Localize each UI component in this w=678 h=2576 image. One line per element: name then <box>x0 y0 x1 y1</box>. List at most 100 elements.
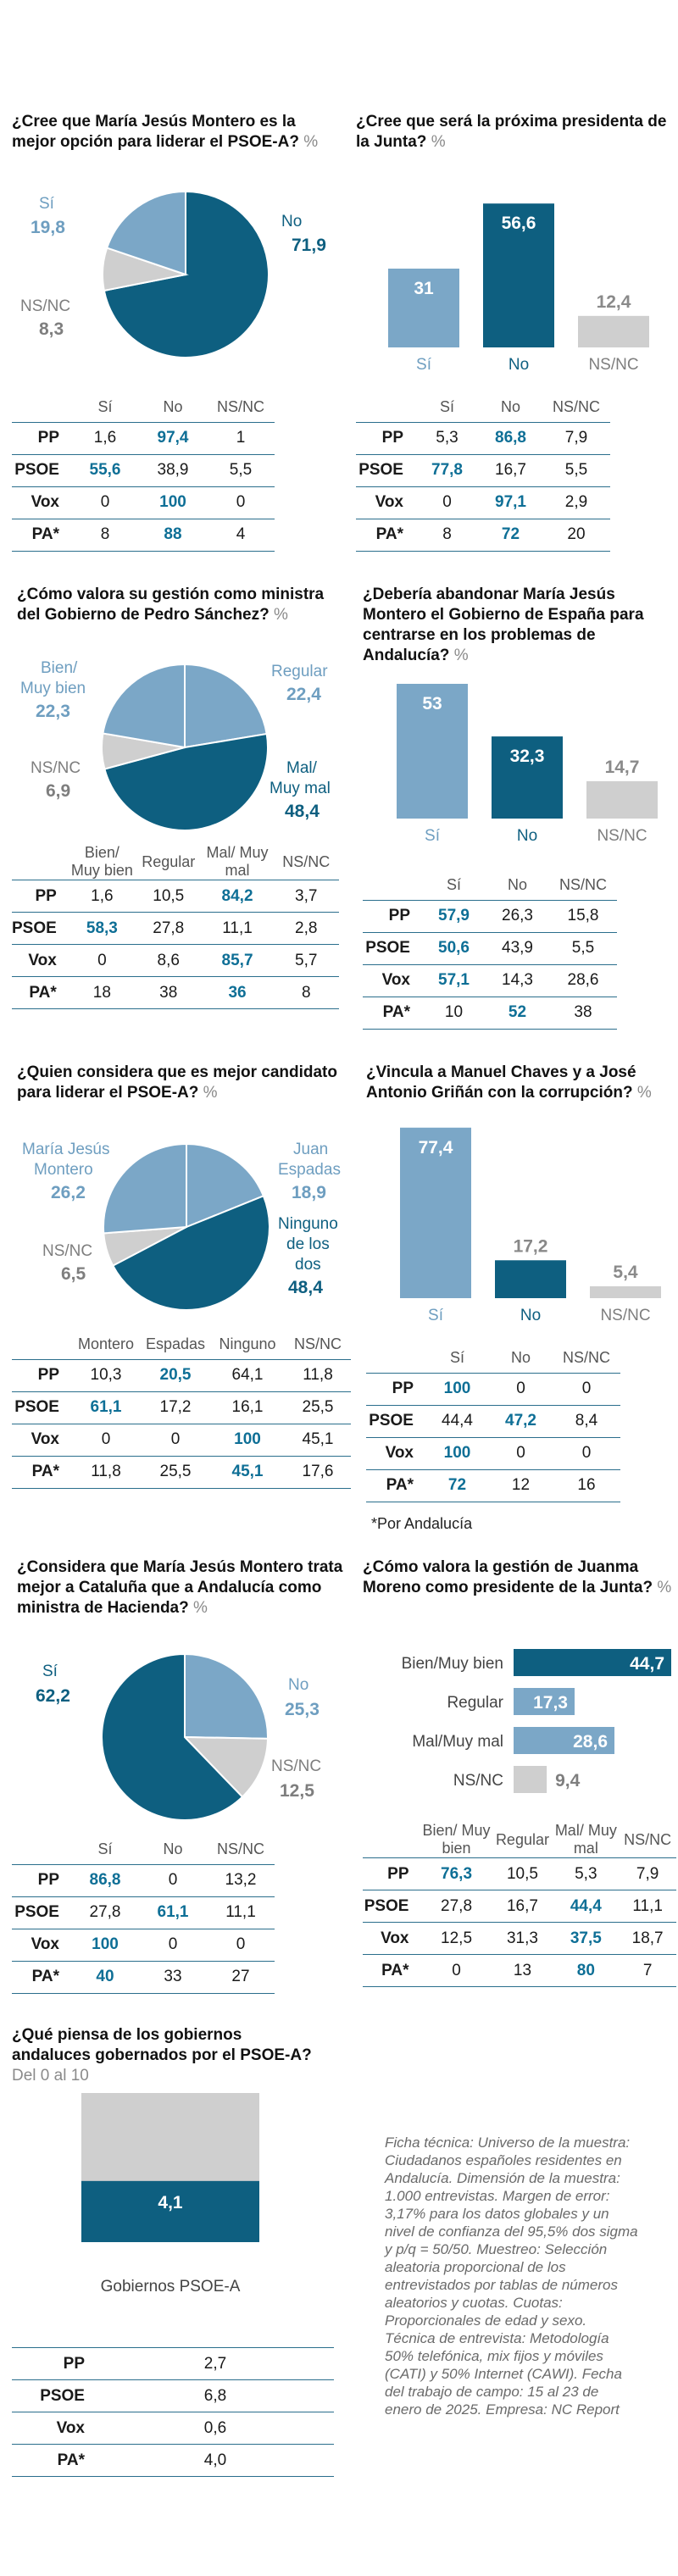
q7-table-cell: 27 <box>207 1961 275 1994</box>
q8-table-cell: 44,4 <box>553 1890 620 1923</box>
q8-table-row: Vox 12,5 31,3 37,5 18,7 <box>363 1922 676 1955</box>
q8-table-cell: 0 <box>420 1954 492 1987</box>
q2-bar-category-2: No <box>508 356 529 374</box>
q7-table-cell: 11,1 <box>207 1896 275 1929</box>
q1-title-text: ¿Cree que María Jesús Montero es la mejo… <box>12 113 299 151</box>
q4-table-cell: 43,9 <box>486 932 549 965</box>
q1-table-row: PA* 8 88 4 <box>12 519 334 552</box>
q3-value-nsnc: 6,9 <box>46 781 70 801</box>
q8-table-header-cell: NS/NC <box>624 1830 672 1848</box>
q5-panel: ¿Quien considera que es mejor candidato … <box>17 1063 356 1103</box>
q7-table-header: Sí No NS/NC <box>12 1835 342 1864</box>
q3-table-cell: 10,5 <box>135 880 202 913</box>
q4-table-party: PA* <box>363 997 422 1030</box>
q2-title-text: ¿Cree que será la próxima presidenta de … <box>356 113 667 151</box>
q6-table-header-cell: Sí <box>449 1349 464 1367</box>
q2-bar-3 <box>578 315 649 347</box>
q1-table-cell: 0 <box>71 486 139 519</box>
q8-bar-3 <box>514 1727 615 1754</box>
q6-table-cell: 12 <box>489 1469 553 1502</box>
q4-table-party: PSOE <box>363 932 422 965</box>
q5-label-je1: Juan <box>293 1141 328 1158</box>
q2-table-header-cell <box>356 393 415 422</box>
q1-value-no: 71,9 <box>292 236 326 255</box>
q4-table-cell: 50,6 <box>422 932 486 965</box>
q8-bar-4 <box>514 1766 547 1793</box>
q3-panel: ¿Cómo valora su gestión como ministra de… <box>17 585 339 625</box>
q7-label-nsnc: NS/NC <box>271 1757 321 1775</box>
q6-table-party: PSOE <box>366 1405 425 1438</box>
q1-table-cell: 38,9 <box>139 454 207 487</box>
q5-table-header-cell: Montero <box>77 1335 135 1353</box>
q9-title: ¿Qué piensa de los gobiernos andaluces g… <box>12 2025 317 2086</box>
q5-table-party: PA* <box>12 1456 71 1489</box>
q6-table-header: Sí No NS/NC <box>366 1344 676 1373</box>
q3-table-cell: 5,7 <box>273 944 339 977</box>
q7-slice-no <box>184 1652 269 1740</box>
q7-pie <box>101 1652 270 1821</box>
q4-table-header: Sí No NS/NC <box>363 871 676 900</box>
q7-table-cell: 61,1 <box>139 1896 207 1929</box>
q4-bar-value-2: 32,3 <box>510 747 545 766</box>
q3-slice-bien <box>102 663 186 749</box>
q2-table-cell: 0 <box>415 486 479 519</box>
q3-table-cell: 36 <box>201 976 274 1009</box>
q9-table-row: PA* 4,0 <box>12 2444 334 2477</box>
q1-pie <box>102 190 270 358</box>
q7-table-header-cell: NS/NC <box>216 1840 264 1858</box>
q7-table-cell: 0 <box>207 1929 275 1962</box>
q6-bar-value-3: 5,4 <box>613 1263 638 1282</box>
q6-bar-category-1: Sí <box>428 1307 444 1324</box>
q4-bar-2 <box>492 736 563 819</box>
q6-bar-3 <box>590 1285 661 1298</box>
q5-table-row: PP 10,3 20,5 64,1 11,8 <box>12 1358 351 1392</box>
q8-title-text: ¿Cómo valora la gestión de Juanma Moreno… <box>363 1558 653 1596</box>
q1-table-row: PSOE 55,6 38,9 5,5 <box>12 454 334 487</box>
q1-table-cell: 5,5 <box>207 454 275 487</box>
q1-table-cell: 97,4 <box>139 421 207 455</box>
q4-bar-value-3: 14,7 <box>605 758 640 777</box>
q7-table-row: Vox 100 0 0 <box>12 1929 342 1962</box>
q3-table-header-cell: NS/NC <box>282 852 331 870</box>
q1-table-cell: 1 <box>207 421 275 455</box>
q5-pie-chart: María Jesús Montero 26,2 Juan Espadas 18… <box>22 1141 341 1311</box>
q5-table-cell: 17,2 <box>141 1391 210 1424</box>
q8-table-party: Vox <box>363 1922 421 1955</box>
q4-table-cell: 10 <box>422 997 486 1030</box>
q5-table-cell: 100 <box>210 1424 285 1457</box>
q2-unit: % <box>431 133 446 151</box>
q3-label-nsnc: NS/NC <box>31 759 81 777</box>
q3-table-cell: 58,3 <box>68 912 136 945</box>
q8-table-header-cell <box>363 1822 421 1858</box>
q8-table-cell: 7,9 <box>619 1857 676 1890</box>
q2-table-cell: 5,5 <box>542 454 610 487</box>
q6-bar-1 <box>400 1127 471 1298</box>
q5-table-cell: 45,1 <box>285 1424 351 1457</box>
q1-table-header: Sí No NS/NC <box>12 393 334 422</box>
q7-panel: ¿Considera que María Jesús Montero trata… <box>17 1557 347 1618</box>
q2-table-header-cell: Sí <box>439 398 454 416</box>
q1-table-row: Vox 0 100 0 <box>12 486 334 519</box>
q5-table-party: PP <box>12 1358 71 1392</box>
q5-table: Montero Espadas Ninguno NS/NC PP 10,3 20,5 64,1… <box>12 1330 351 1489</box>
q9-title-text: ¿Qué piensa de los gobiernos andaluces g… <box>12 2026 312 2064</box>
q5-table-cell: 45,1 <box>210 1456 285 1489</box>
q4-bar-category-2: No <box>517 827 537 845</box>
q4-table-cell: 57,9 <box>422 899 486 933</box>
q2-table-cell: 7,9 <box>542 421 610 455</box>
q2-table-cell: 5,3 <box>415 421 479 455</box>
q8-bar-1 <box>514 1649 671 1676</box>
q3-table-party: PSOE <box>12 912 69 945</box>
q4-table-cell: 57,1 <box>422 964 486 997</box>
q1-table-party: PA* <box>12 519 71 552</box>
q5-table-party: PSOE <box>12 1391 71 1424</box>
q4-table-row: PP 57,9 26,3 15,8 <box>363 899 676 933</box>
q2-title: ¿Cree que será la próxima presidenta de … <box>356 112 670 153</box>
q8-table-cell: 13 <box>492 1954 553 1987</box>
q7-table-party: Vox <box>12 1929 71 1962</box>
q8-title: ¿Cómo valora la gestión de Juanma Moreno… <box>363 1557 676 1598</box>
q3-unit: % <box>274 606 288 624</box>
q5-label-je2: Espadas <box>278 1161 341 1179</box>
q1-table-cell: 8 <box>71 519 139 552</box>
q1-table-cell: 55,6 <box>71 454 139 487</box>
